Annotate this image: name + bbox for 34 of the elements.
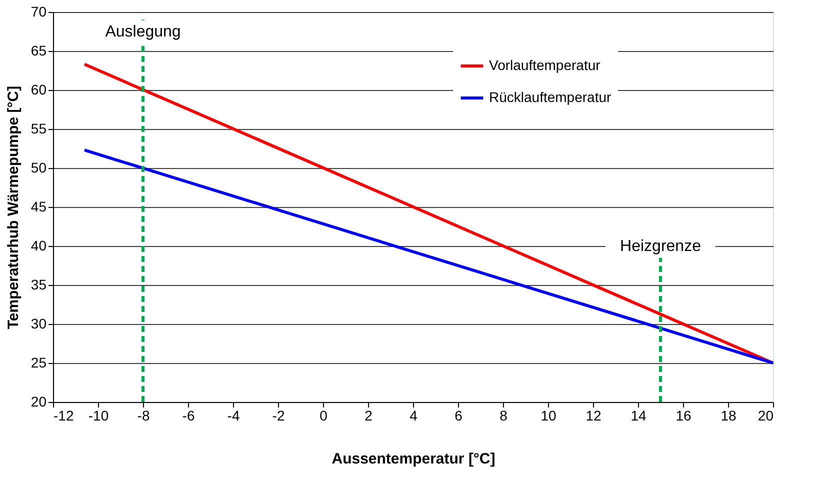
- y-tick-label: 55: [30, 120, 47, 136]
- y-tick-label: 70: [30, 4, 47, 20]
- y-axis-title: Temperaturhub Wärmepumpe [°C]: [4, 86, 22, 330]
- y-tick-label: 30: [30, 316, 47, 332]
- y-tick-label: 65: [30, 42, 47, 58]
- x-tick-label: -4: [227, 408, 240, 424]
- x-tick-label: 8: [500, 408, 508, 424]
- y-tick-label: 25: [30, 354, 47, 370]
- y-tick-label: 45: [30, 198, 47, 214]
- y-tick-label: 40: [30, 238, 47, 254]
- x-tick-label: 0: [320, 408, 328, 424]
- y-tick-label: 60: [30, 82, 47, 98]
- x-tick-label: 6: [454, 408, 463, 424]
- x-tick-label: 20: [758, 408, 774, 424]
- legend-label: Vorlauftemperatur: [489, 57, 601, 73]
- x-tick-label: 4: [410, 408, 418, 424]
- y-tick-label: 50: [30, 160, 47, 176]
- x-tick-label: -8: [137, 408, 150, 424]
- x-tick-label: -10: [88, 408, 109, 424]
- legend-label: Rücklauftemperatur: [489, 89, 612, 105]
- y-tick-label: 35: [30, 276, 47, 292]
- x-tick-label: -2: [272, 408, 285, 424]
- ref-line-label: Auslegung: [105, 24, 181, 40]
- x-tick-label: 18: [720, 408, 736, 424]
- x-tick-label: 2: [364, 408, 373, 424]
- ref-line-label: Heizgrenze: [620, 238, 702, 255]
- y-tick-label: 20: [30, 394, 47, 410]
- x-tick-label: 14: [630, 408, 646, 424]
- x-axis-title: Aussentemperatur [°C]: [332, 450, 496, 468]
- x-tick-label: 16: [676, 408, 692, 424]
- x-tick-label: 10: [540, 408, 556, 424]
- x-tick-label: -12: [54, 408, 74, 424]
- x-tick-label: 12: [586, 408, 602, 424]
- x-tick-label: -6: [182, 408, 195, 424]
